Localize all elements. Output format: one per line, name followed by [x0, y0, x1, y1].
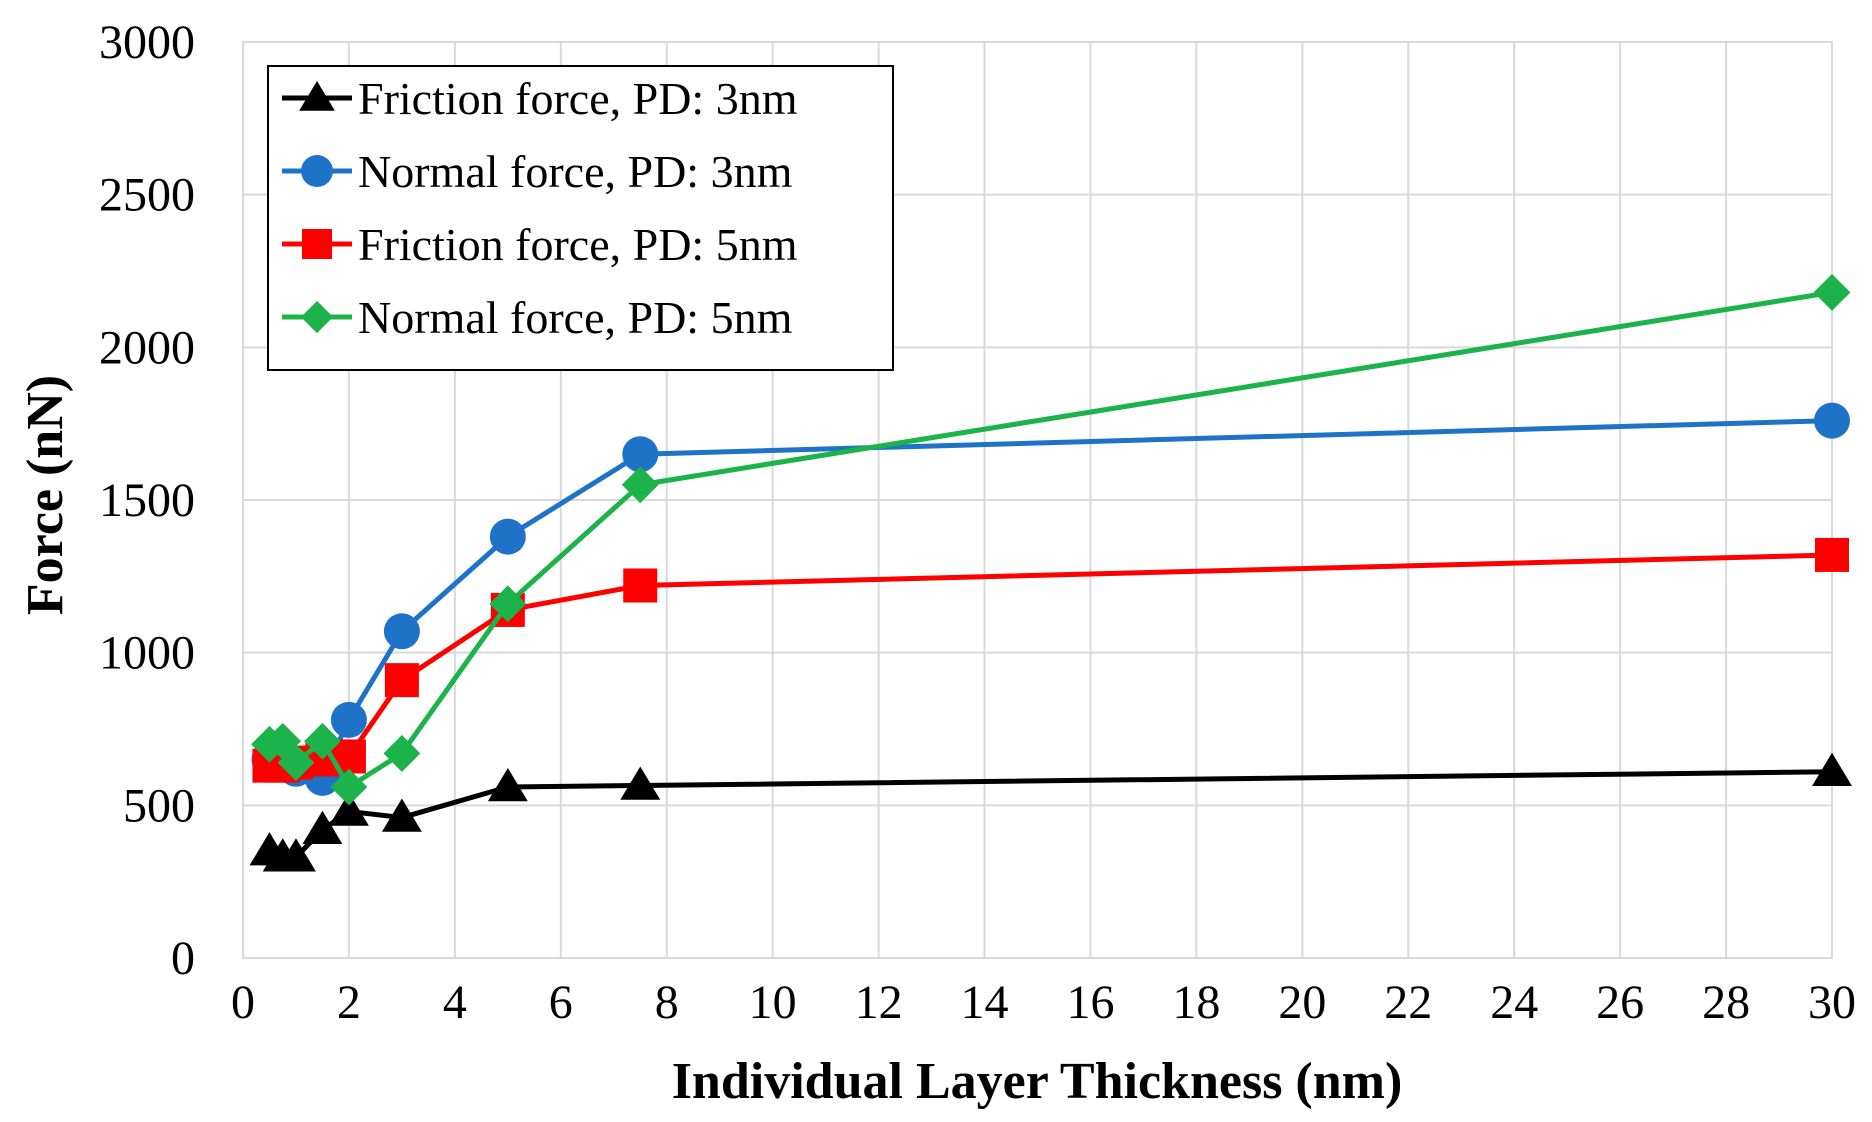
data-point: [489, 518, 526, 555]
x-tick-label: 0: [231, 976, 255, 1029]
series-3: [251, 273, 1851, 806]
x-tick-label: 6: [549, 976, 573, 1029]
data-point: [489, 585, 527, 623]
x-tick-label: 20: [1278, 976, 1326, 1029]
data-point: [384, 663, 419, 698]
data-point: [381, 798, 422, 832]
data-point: [383, 735, 421, 772]
legend-marker: [302, 229, 332, 259]
x-tick-label: 14: [961, 976, 1009, 1029]
x-tick-label: 18: [1172, 976, 1220, 1029]
data-point: [1815, 537, 1849, 572]
data-point: [1813, 273, 1851, 311]
x-tick-label: 2: [337, 976, 361, 1029]
y-tick-label: 3000: [99, 16, 195, 69]
y-tick-label: 500: [123, 779, 195, 832]
y-tick-label: 0: [171, 932, 195, 985]
y-tick-label: 2500: [99, 169, 195, 222]
legend-label: Normal force, PD: 3nm: [358, 146, 793, 197]
legend-item: Normal force, PD: 5nm: [282, 292, 793, 343]
x-tick-label: 28: [1702, 976, 1750, 1029]
x-tick-label: 16: [1066, 976, 1114, 1029]
legend-label: Normal force, PD: 5nm: [358, 292, 793, 343]
data-point: [276, 838, 316, 872]
axes: 0 2 4 6 8 10 12 14 16 18 20 22 24 26 28 300500100015002…: [99, 16, 1856, 1029]
series: [249, 273, 1852, 872]
data-point: [330, 701, 367, 738]
legend-item: Friction force, PD: 5nm: [282, 219, 798, 270]
data-point: [277, 744, 315, 781]
legend-item: Friction force, PD: 3nm: [282, 73, 798, 124]
legend-label: Friction force, PD: 5nm: [358, 219, 798, 270]
x-tick-label: 4: [443, 976, 467, 1029]
data-point: [328, 792, 369, 826]
x-tick-label: 8: [655, 976, 679, 1029]
legend-marker: [300, 300, 334, 334]
legend-label: Friction force, PD: 3nm: [358, 73, 798, 124]
legend-box: [267, 65, 894, 371]
x-tick-label: 30: [1808, 976, 1856, 1029]
y-axis-title: Force (nN): [17, 375, 74, 615]
x-axis-title: Individual Layer Thickness (nm): [672, 1053, 1403, 1110]
series-0: [249, 752, 1852, 872]
data-point: [1814, 402, 1850, 439]
legend: Friction force, PD: 3nm Normal force, PD:…: [267, 65, 894, 371]
y-tick-label: 2000: [99, 321, 195, 374]
x-tick-label: 24: [1490, 976, 1538, 1029]
data-point: [1812, 752, 1852, 786]
data-point: [623, 568, 658, 603]
data-point: [383, 613, 420, 650]
y-tick-label: 1000: [99, 627, 195, 680]
x-tick-label: 12: [855, 976, 903, 1029]
data-point: [620, 766, 661, 800]
data-point: [621, 466, 659, 504]
y-tick-label: 1500: [99, 474, 195, 527]
legend-item: Normal force, PD: 3nm: [282, 146, 793, 197]
legend-marker: [299, 81, 335, 111]
data-point: [487, 768, 528, 802]
data-point: [330, 768, 368, 806]
x-tick-label: 10: [749, 976, 797, 1029]
x-tick-label: 22: [1384, 976, 1432, 1029]
data-point: [302, 810, 343, 845]
data-point: [304, 722, 341, 760]
x-tick-label: 26: [1596, 976, 1644, 1029]
legend-marker: [301, 155, 333, 187]
data-point: [622, 436, 659, 473]
